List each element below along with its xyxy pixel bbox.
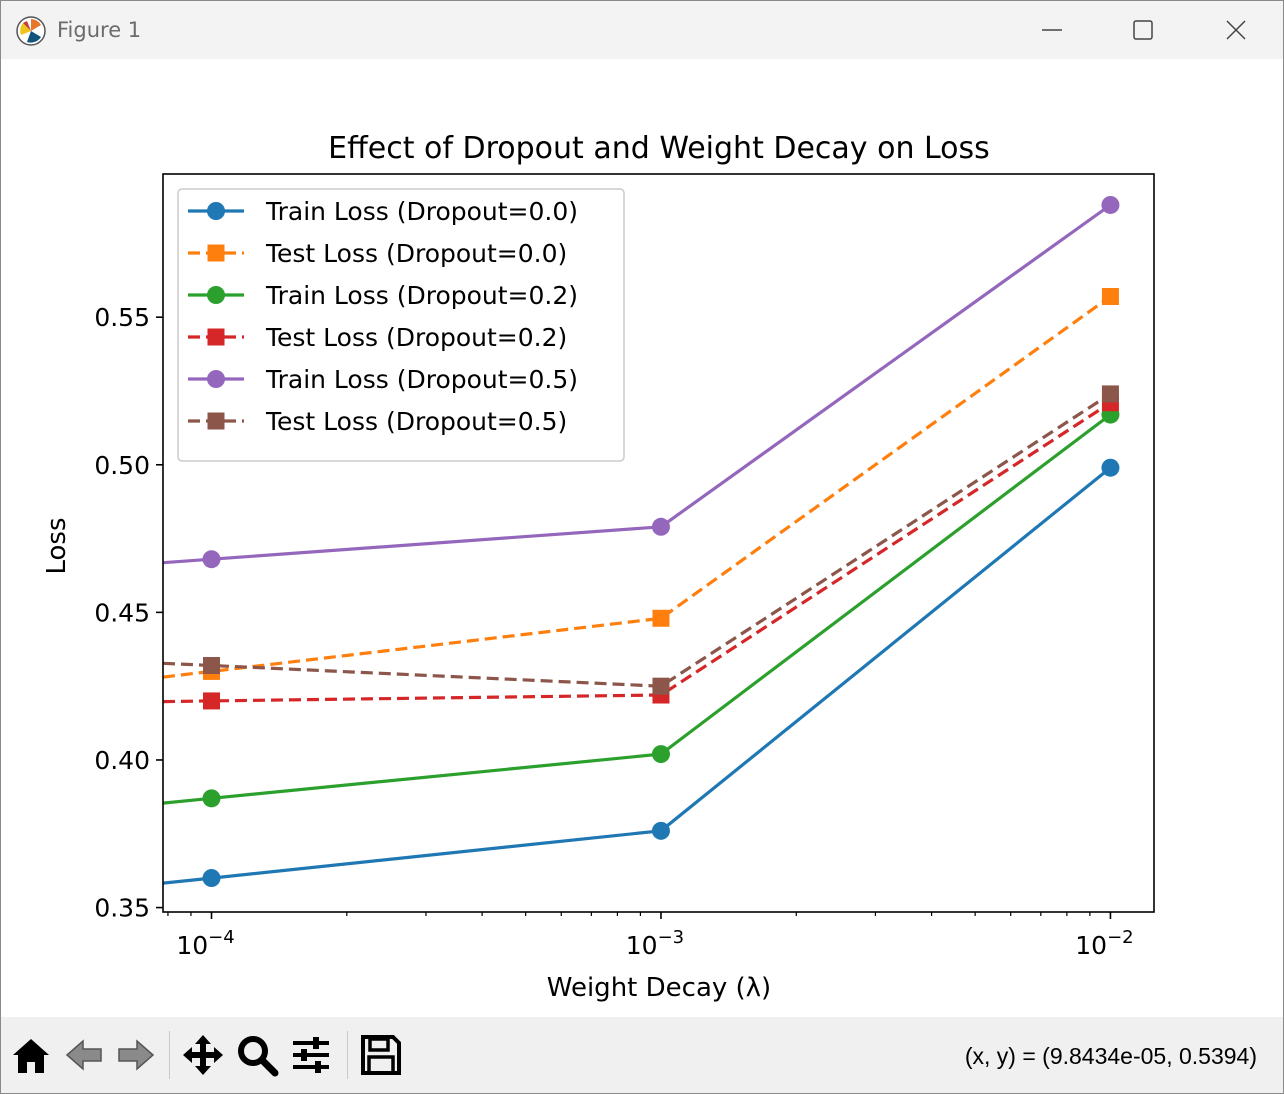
series-2-point bbox=[652, 609, 670, 627]
y-tick-label: 0.55 bbox=[94, 303, 150, 332]
maximize-button[interactable] bbox=[1097, 1, 1187, 59]
x-tick-label: 10−3 bbox=[626, 927, 684, 960]
home-button[interactable] bbox=[9, 1033, 53, 1077]
series-line-1 bbox=[163, 466, 1112, 885]
title-bar: Figure 1 bbox=[1, 1, 1283, 59]
legend-label-6: Test Loss (Dropout=0.5) bbox=[265, 407, 567, 436]
series-3-point bbox=[651, 745, 670, 764]
y-tick-label: 0.35 bbox=[94, 894, 150, 923]
series-line-4 bbox=[163, 401, 1112, 704]
forward-button[interactable] bbox=[113, 1033, 157, 1077]
series-5-point bbox=[202, 550, 221, 569]
series-6-point bbox=[203, 657, 221, 675]
close-button[interactable] bbox=[1191, 1, 1281, 59]
legend-label-4: Test Loss (Dropout=0.2) bbox=[265, 323, 567, 352]
home-icon bbox=[13, 1039, 49, 1073]
matplotlib-logo-icon bbox=[15, 15, 47, 47]
figure-canvas[interactable]: Effect of Dropout and Weight Decay on Lo… bbox=[1, 59, 1283, 1017]
series-5-point bbox=[1101, 195, 1120, 214]
toolbar-separator bbox=[347, 1031, 348, 1079]
y-tick-label: 0.40 bbox=[94, 746, 150, 775]
y-axis-label: Loss bbox=[42, 517, 72, 574]
y-tick-label: 0.50 bbox=[94, 451, 150, 480]
save-button[interactable] bbox=[359, 1033, 403, 1077]
chart-svg: Effect of Dropout and Weight Decay on Lo… bbox=[42, 131, 1155, 1003]
plot-frame bbox=[162, 173, 1155, 913]
cursor-coordinates: (x, y) = (9.8434e-05, 0.5394) bbox=[964, 1043, 1257, 1069]
legend-marker-3 bbox=[207, 286, 225, 304]
minimize-icon bbox=[1042, 29, 1062, 31]
zoom-button[interactable] bbox=[235, 1033, 279, 1077]
pan-move-icon bbox=[183, 1035, 223, 1075]
series-line-6 bbox=[163, 392, 1112, 688]
x-axis-label: Weight Decay (λ) bbox=[547, 973, 771, 1003]
x-tick-label: 10−4 bbox=[176, 927, 234, 960]
legend-label-5: Train Loss (Dropout=0.5) bbox=[265, 365, 578, 394]
series-1-point bbox=[651, 821, 670, 840]
legend-marker-6 bbox=[207, 412, 225, 430]
y-tick-label: 0.45 bbox=[94, 598, 150, 627]
series-1-point bbox=[202, 869, 221, 888]
legend-box bbox=[177, 188, 625, 462]
legend-marker-1 bbox=[207, 202, 225, 220]
pan-button[interactable] bbox=[181, 1033, 225, 1077]
series-3-point bbox=[202, 789, 221, 808]
close-icon bbox=[1226, 20, 1246, 40]
legend-marker-5 bbox=[207, 370, 225, 388]
zoom-magnifier-icon bbox=[238, 1036, 279, 1077]
maximize-icon bbox=[1133, 20, 1153, 40]
series-line-5 bbox=[163, 203, 1112, 565]
back-button[interactable] bbox=[63, 1033, 107, 1077]
window-title: Figure 1 bbox=[57, 18, 142, 42]
save-floppy-icon bbox=[361, 1035, 401, 1075]
series-line-2 bbox=[163, 295, 1112, 679]
legend-label-2: Test Loss (Dropout=0.0) bbox=[265, 239, 567, 268]
x-tick-label: 10−2 bbox=[1075, 927, 1133, 960]
series-line-3 bbox=[163, 413, 1112, 805]
series-4-point bbox=[203, 692, 221, 710]
forward-arrow-icon bbox=[118, 1039, 155, 1071]
legend-label-3: Train Loss (Dropout=0.2) bbox=[265, 281, 578, 310]
navigation-toolbar: (x, y) = (9.8434e-05, 0.5394) bbox=[1, 1017, 1283, 1093]
legend-label-1: Train Loss (Dropout=0.0) bbox=[265, 197, 578, 226]
series-6-point bbox=[652, 677, 670, 695]
series-6-point bbox=[1101, 385, 1119, 403]
series-2-point bbox=[1101, 288, 1119, 306]
back-arrow-icon bbox=[65, 1039, 102, 1071]
chart-title: Effect of Dropout and Weight Decay on Lo… bbox=[328, 131, 990, 166]
toolbar-separator bbox=[169, 1031, 170, 1079]
series-5-point bbox=[651, 517, 670, 536]
configure-subplots-icon bbox=[293, 1037, 329, 1073]
minimize-button[interactable] bbox=[1005, 1, 1095, 59]
configure-subplots-button[interactable] bbox=[289, 1033, 333, 1077]
legend-marker-2 bbox=[207, 244, 225, 262]
series-1-point bbox=[1101, 458, 1120, 477]
legend-marker-4 bbox=[207, 328, 225, 346]
